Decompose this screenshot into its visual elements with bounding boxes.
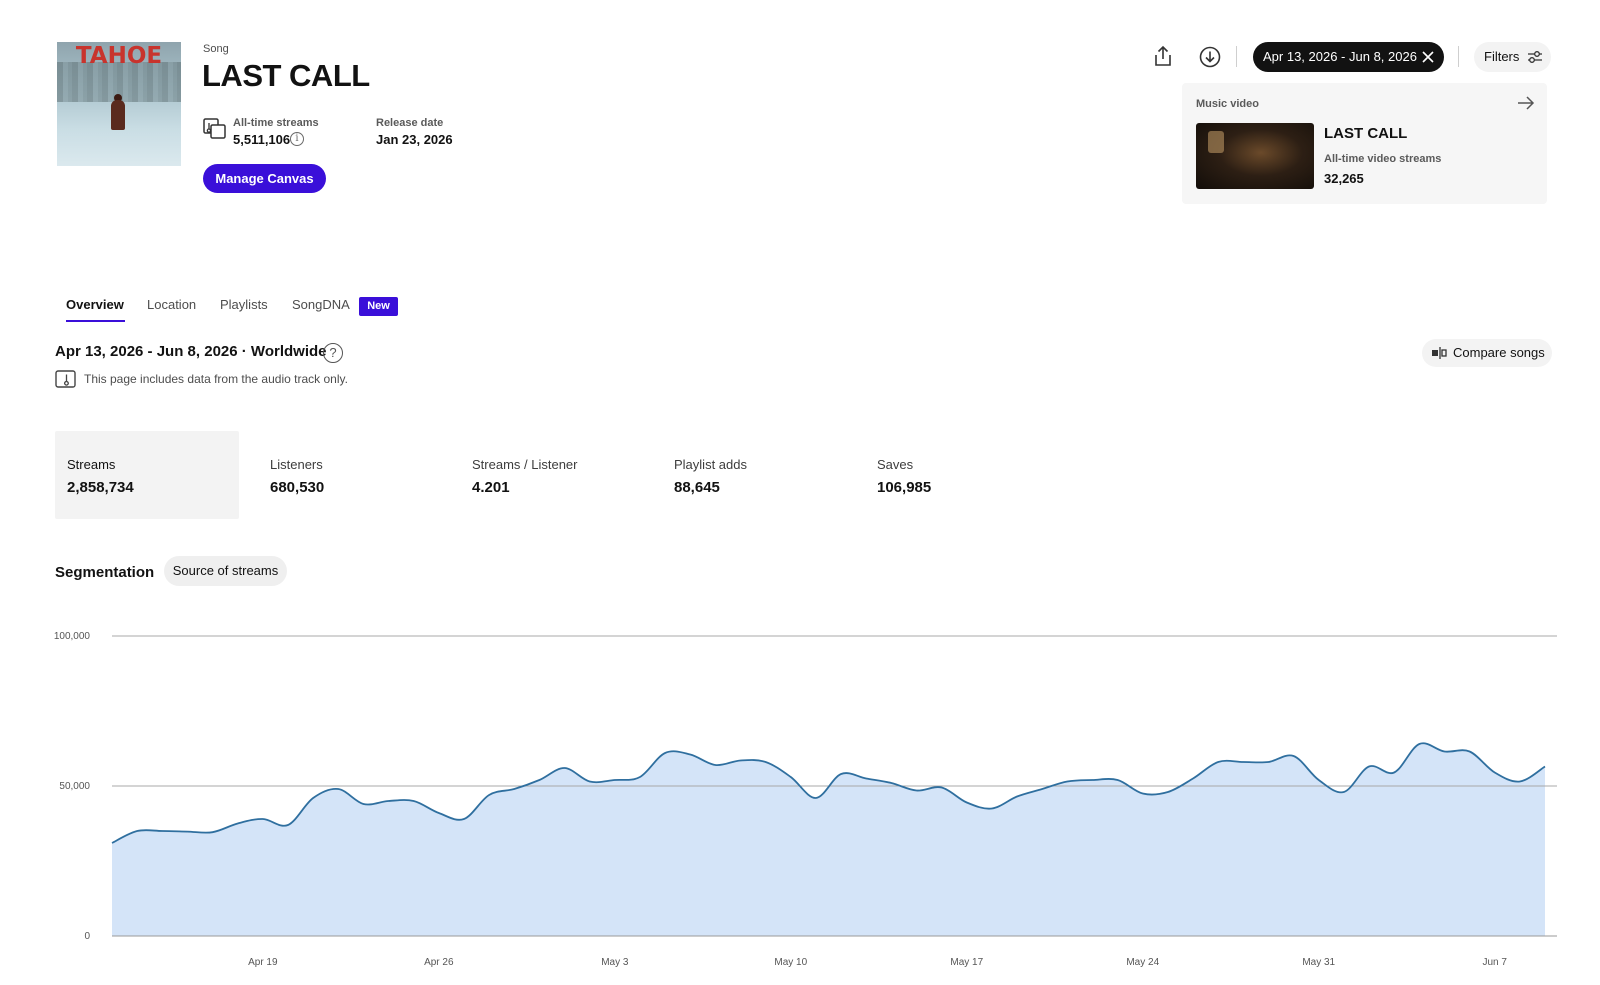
audio-track-note: This page includes data from the audio t…	[84, 372, 348, 386]
metric-listeners[interactable]: Listeners 680,530	[258, 431, 442, 519]
audio-track-icon	[55, 370, 76, 388]
tab-overview[interactable]: Overview	[66, 297, 124, 312]
compare-songs-button[interactable]: Compare songs	[1422, 339, 1552, 367]
date-range-text: Apr 13, 2026 - Jun 8, 2026	[1263, 49, 1417, 64]
segmentation-label: Segmentation	[55, 564, 155, 581]
streams-chart: 0 50,000 100,000 Apr 19 Apr 26 May 3 May 10 May…	[54, 631, 1557, 968]
video-streams-label: All-time video streams	[1324, 153, 1442, 165]
album-cover: TAHOE	[57, 42, 181, 166]
cover-figure-head	[114, 94, 122, 102]
filters-button[interactable]: Filters	[1474, 42, 1551, 72]
download-icon[interactable]	[1199, 46, 1221, 68]
metric-label: Streams / Listener	[472, 457, 578, 472]
x-tick-label: May 17	[950, 957, 983, 968]
metric-label: Playlist adds	[674, 457, 747, 472]
metric-streams[interactable]: Streams 2,858,734	[55, 431, 239, 519]
close-icon[interactable]	[1421, 50, 1435, 64]
x-tick-label: Jun 7	[1482, 957, 1507, 968]
streams-icon	[203, 118, 226, 139]
metric-value: 680,530	[270, 479, 325, 496]
x-tick-label: May 24	[1126, 957, 1159, 968]
compare-songs-label: Compare songs	[1453, 345, 1545, 360]
music-video-title: LAST CALL	[1324, 125, 1408, 142]
active-tab-indicator	[66, 320, 125, 322]
cover-figure	[111, 100, 125, 130]
compare-icon	[1432, 347, 1447, 359]
toolbar-divider	[1458, 46, 1459, 67]
metric-label: Streams	[67, 457, 116, 472]
date-range-pill[interactable]: Apr 13, 2026 - Jun 8, 2026	[1253, 42, 1444, 72]
release-date-label: Release date	[376, 117, 444, 129]
all-time-streams-label: All-time streams	[233, 117, 319, 129]
arrow-right-icon[interactable]	[1517, 95, 1535, 111]
x-tick-label: May 3	[601, 957, 629, 968]
video-streams-value: 32,265	[1324, 171, 1364, 186]
song-type-label: Song	[203, 43, 229, 55]
streams-area	[112, 743, 1545, 936]
metric-value: 88,645	[674, 479, 720, 496]
y-tick-label: 100,000	[54, 631, 91, 642]
metric-value: 106,985	[877, 479, 932, 496]
x-tick-label: May 31	[1302, 957, 1335, 968]
metric-saves[interactable]: Saves 106,985	[865, 431, 1049, 519]
info-icon[interactable]: i	[290, 132, 304, 146]
metric-label: Saves	[877, 457, 914, 472]
share-icon[interactable]	[1152, 45, 1174, 67]
all-time-streams-value: 5,511,106	[233, 132, 291, 147]
new-badge: New	[359, 297, 398, 316]
x-tick-label: Apr 19	[248, 957, 278, 968]
metric-value: 2,858,734	[67, 479, 134, 496]
release-date-value: Jan 23, 2026	[376, 132, 453, 147]
tab-songdna[interactable]: SongDNA	[292, 297, 350, 312]
thumbnail-light	[1208, 131, 1224, 153]
metric-label: Listeners	[270, 457, 323, 472]
y-tick-label: 50,000	[59, 781, 90, 792]
filters-label: Filters	[1484, 49, 1520, 64]
x-tick-label: Apr 26	[424, 957, 454, 968]
filter-sliders-icon	[1528, 51, 1542, 63]
help-icon[interactable]: ?	[323, 343, 343, 363]
metric-streams-per-listener[interactable]: Streams / Listener 4.201	[460, 431, 644, 519]
song-title: LAST CALL	[202, 58, 370, 93]
date-range-heading: Apr 13, 2026 - Jun 8, 2026 · Worldwide	[55, 343, 327, 360]
x-tick-label: May 10	[774, 957, 807, 968]
tab-playlists[interactable]: Playlists	[220, 297, 268, 312]
streams-line	[111, 742, 1546, 844]
y-tick-label: 0	[84, 931, 90, 942]
metric-playlist-adds[interactable]: Playlist adds 88,645	[662, 431, 846, 519]
music-video-label: Music video	[1196, 98, 1259, 110]
manage-canvas-button[interactable]: Manage Canvas	[203, 164, 326, 193]
metric-value: 4.201	[472, 479, 510, 496]
music-video-thumbnail[interactable]	[1196, 123, 1314, 189]
cover-title: TAHOE	[75, 43, 163, 69]
tab-location[interactable]: Location	[147, 297, 197, 312]
toolbar-divider	[1236, 46, 1237, 67]
music-video-card[interactable]: Music video LAST CALL All-time video str…	[1182, 83, 1547, 204]
source-of-streams-chip[interactable]: Source of streams	[164, 556, 287, 586]
